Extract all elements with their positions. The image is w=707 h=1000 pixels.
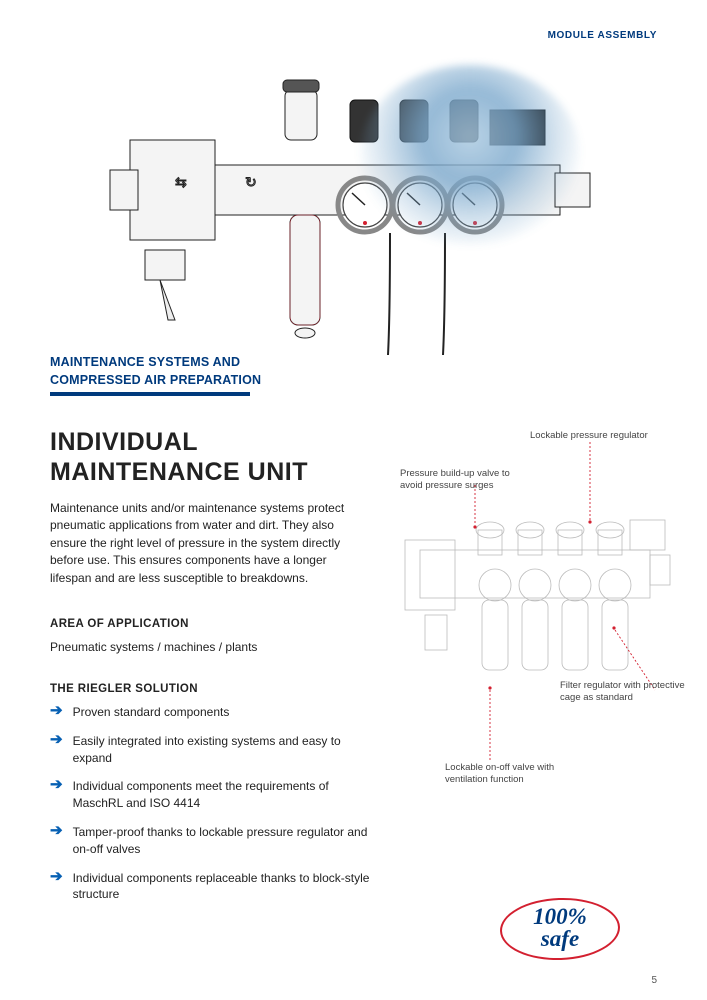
arrow-icon: ➔: [50, 703, 63, 720]
bullet-text: Proven standard components: [73, 704, 230, 721]
svg-text:⇆: ⇆: [175, 174, 187, 190]
area-text: Pneumatic systems / machines / plants: [50, 640, 370, 654]
section-label-line1: MAINTENANCE SYSTEMS AND: [50, 355, 240, 369]
bullet-text: Individual components replaceable thanks…: [73, 870, 370, 904]
solution-bullet-list: ➔ Proven standard components ➔ Easily in…: [50, 704, 370, 915]
callout-filter-regulator: Filter regulator with protective cage as…: [560, 680, 700, 705]
labeled-diagram: Lockable pressure regulator Pressure bui…: [400, 430, 680, 810]
intro-paragraph: Maintenance units and/or maintenance sys…: [50, 500, 370, 587]
solution-heading: THE RIEGLER SOLUTION: [50, 683, 198, 695]
arrow-icon: ➔: [50, 732, 63, 749]
section-label-line2: COMPRESSED AIR PREPARATION: [50, 373, 261, 387]
title-line2: MAINTENANCE UNIT: [50, 458, 308, 486]
area-heading: AREA OF APPLICATION: [50, 618, 189, 630]
bullet-text: Tamper-proof thanks to lockable pressure…: [73, 824, 370, 858]
section-label: MAINTENANCE SYSTEMS AND COMPRESSED AIR P…: [50, 354, 261, 389]
bullet-text: Easily integrated into existing systems …: [73, 733, 370, 767]
stamp-line2: safe: [541, 926, 579, 951]
callout-pressure-buildup: Pressure build-up valve to avoid pressur…: [400, 468, 530, 493]
page-number: 5: [651, 975, 657, 986]
arrow-icon: ➔: [50, 823, 63, 840]
title-line1: INDIVIDUAL: [50, 428, 198, 456]
watercolor-splash: [360, 65, 580, 245]
page-title: INDIVIDUAL MAINTENANCE UNIT: [50, 428, 308, 487]
callout-lockable-regulator: Lockable pressure regulator: [530, 430, 680, 442]
page: MODULE ASSEMBLY: [0, 0, 707, 1000]
list-item: ➔ Tamper-proof thanks to lockable pressu…: [50, 824, 370, 858]
list-item: ➔ Easily integrated into existing system…: [50, 733, 370, 767]
callout-onoff-valve: Lockable on-off valve with ventilation f…: [445, 762, 575, 787]
stamp-text: 100% safe: [500, 906, 620, 950]
arrow-icon: ➔: [50, 869, 63, 886]
header-tag: MODULE ASSEMBLY: [548, 30, 657, 41]
arrow-icon: ➔: [50, 777, 63, 794]
list-item: ➔ Proven standard components: [50, 704, 370, 721]
section-rule: [50, 392, 250, 396]
list-item: ➔ Individual components replaceable than…: [50, 870, 370, 904]
bullet-text: Individual components meet the requireme…: [73, 778, 370, 812]
hero-product-illustration: ⇆ ↻: [90, 55, 610, 355]
safe-stamp: 100% safe: [500, 898, 620, 960]
list-item: ➔ Individual components meet the require…: [50, 778, 370, 812]
svg-text:↻: ↻: [245, 174, 257, 190]
